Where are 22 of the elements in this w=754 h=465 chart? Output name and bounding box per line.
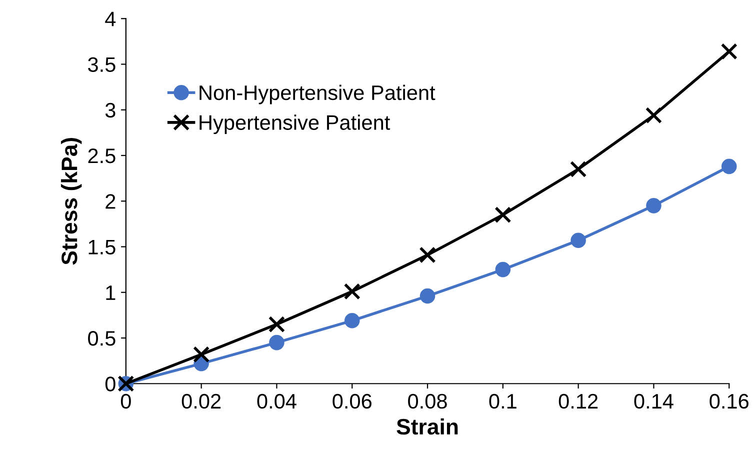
- x-axis-title: Strain: [396, 418, 458, 435]
- x-tick-label: 0.1: [489, 394, 516, 409]
- x-tick-label: 0.16: [710, 394, 748, 409]
- legend-label: Non-Hypertensive Patient: [200, 84, 436, 104]
- y-tick-label: 3: [105, 102, 116, 118]
- x-tick-label: 0.06: [332, 394, 372, 409]
- x-tick-label: 0.08: [408, 394, 447, 409]
- y-tick-label: 1.5: [88, 240, 116, 254]
- x-tick-label: 0.14: [634, 394, 674, 409]
- y-axis-title: Stress (kPa): [60, 138, 82, 265]
- x-tick-label: 0.12: [558, 394, 598, 409]
- y-tick-label: 1: [106, 286, 116, 300]
- x-tick-label: 0: [120, 394, 131, 409]
- y-tick-label: 4: [105, 12, 116, 26]
- x-tick-label: 0.04: [257, 394, 296, 409]
- y-tick-label: 0.5: [88, 331, 116, 346]
- legend-label: Hypertensive Patient: [200, 114, 390, 134]
- y-tick-label: 2.5: [88, 148, 116, 164]
- y-tick-label: 3.5: [88, 57, 116, 72]
- y-tick-label: 0: [105, 376, 116, 392]
- x-tick-label: 0.02: [182, 394, 221, 409]
- y-tick-label: 2: [106, 194, 116, 209]
